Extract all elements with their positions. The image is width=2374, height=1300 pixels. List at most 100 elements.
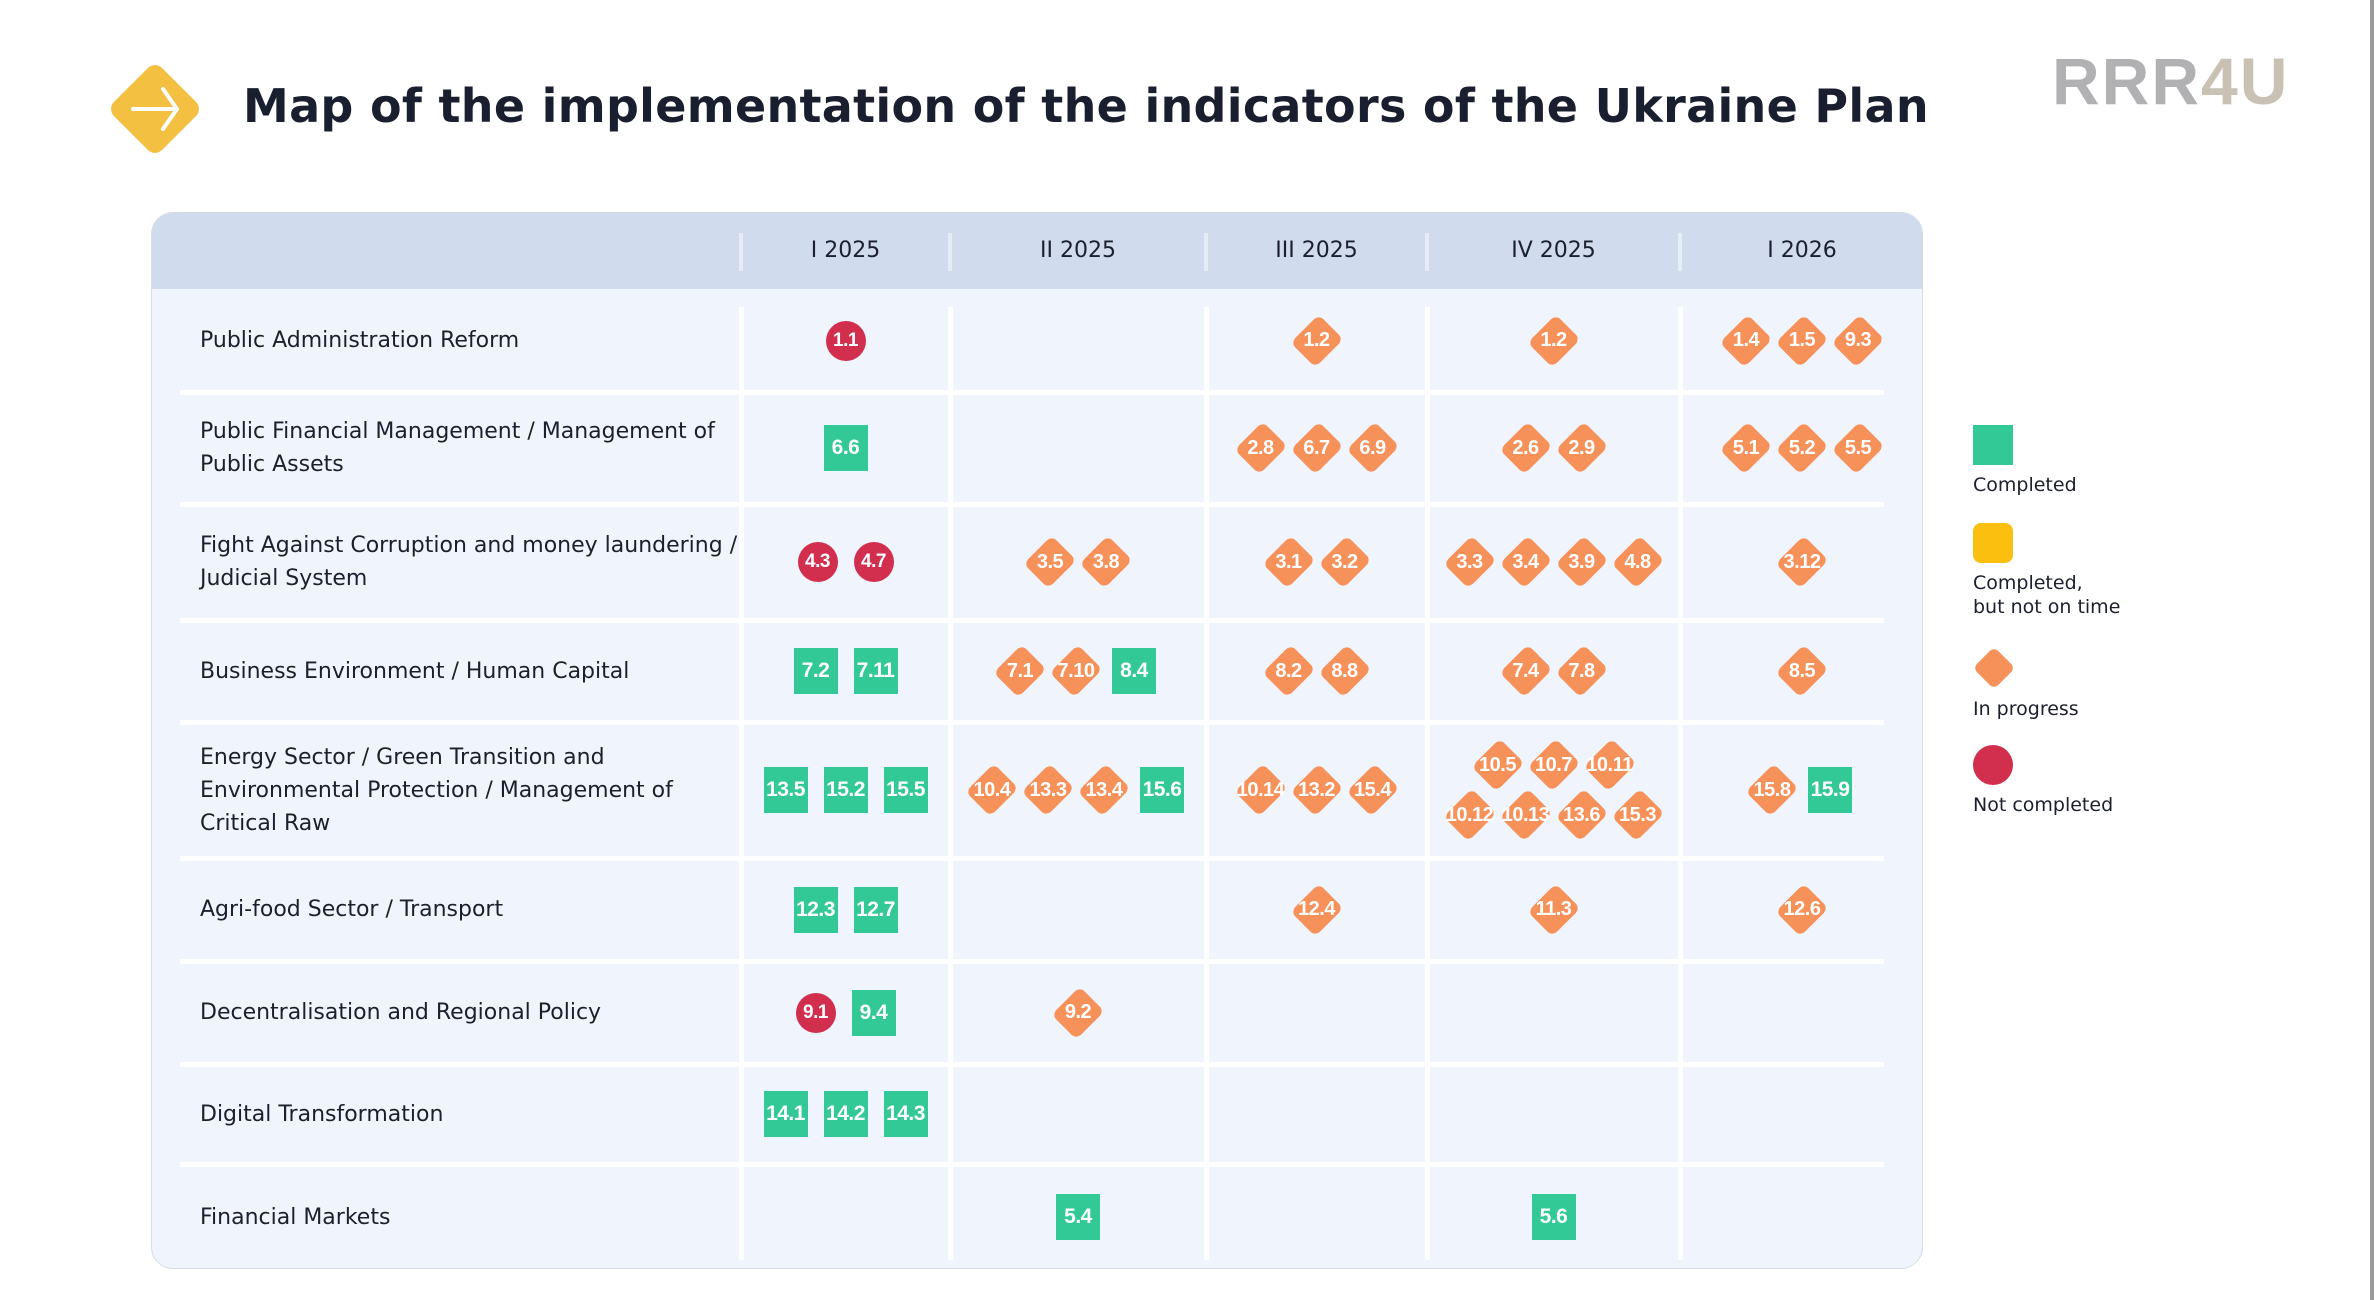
row-label: Financial Markets [200, 1164, 740, 1268]
row-label: Energy Sector / Green Transition and Env… [200, 722, 740, 858]
indicator-marker-completed[interactable]: 15.6 [1140, 767, 1184, 813]
indicator-marker-inprogress[interactable]: 3.3 [1443, 535, 1497, 589]
cell-marker-row: 9.2 [1050, 986, 1106, 1040]
table-cell: 13.5 15.2 15.5 [741, 722, 950, 858]
indicator-id: 3.2 [1331, 550, 1358, 573]
indicator-marker-inprogress[interactable]: 3.9 [1555, 535, 1609, 589]
table-cell: 7.1 7.10 8.4 [950, 620, 1206, 722]
indicator-marker-inprogress[interactable]: 3.5 [1023, 535, 1077, 589]
row-label-text: Public Administration Reform [200, 328, 520, 353]
indicator-marker-completed[interactable]: 15.9 [1808, 767, 1852, 813]
indicator-marker-completed[interactable]: 8.4 [1112, 648, 1156, 694]
row-label: Public Administration Reform [200, 289, 740, 392]
indicator-marker-inprogress[interactable]: 10.13 [1499, 788, 1553, 842]
indicator-marker-inprogress[interactable]: 10.11 [1583, 738, 1637, 792]
indicator-id: 15.8 [1753, 778, 1791, 801]
indicator-id: 3.5 [1036, 550, 1064, 573]
indicator-marker-completed[interactable]: 15.2 [823, 767, 868, 813]
indicator-id: 11.3 [1535, 898, 1572, 920]
indicator-id: 4.8 [1624, 550, 1651, 573]
indicator-marker-notcompleted[interactable]: 4.3 [797, 542, 838, 582]
table-cell: 10.14 13.2 15.4 [1206, 722, 1427, 858]
indicator-marker-completed[interactable]: 12.3 [793, 886, 838, 933]
indicator-marker-inprogress[interactable]: 3.2 [1318, 535, 1372, 589]
indicator-marker-inprogress[interactable]: 10.5 [1471, 738, 1525, 792]
column-header: IV 2025 [1511, 238, 1596, 263]
indicator-id: 6.9 [1359, 436, 1386, 459]
indicator-marker-completed[interactable]: 5.4 [1056, 1194, 1100, 1240]
row-label-text: Decentralisation and Regional Policy [200, 1000, 602, 1025]
indicator-marker-notcompleted[interactable]: 4.7 [853, 542, 894, 582]
indicator-marker-inprogress[interactable]: 8.5 [1775, 644, 1829, 698]
indicator-id: 1.2 [1540, 329, 1567, 351]
indicator-marker-completed[interactable]: 5.6 [1531, 1194, 1576, 1240]
indicator-marker-inprogress[interactable]: 3.8 [1079, 535, 1133, 589]
indicator-marker-inprogress[interactable]: 10.12 [1443, 788, 1497, 842]
indicator-marker-inprogress[interactable]: 7.8 [1555, 644, 1609, 698]
indicator-marker-inprogress[interactable]: 6.9 [1346, 421, 1400, 475]
indicator-marker-completed[interactable]: 7.11 [853, 648, 898, 694]
indicator-marker-inprogress[interactable]: 1.5 [1775, 314, 1829, 368]
indicator-marker-completed[interactable]: 12.7 [853, 886, 898, 933]
header-divider [948, 233, 952, 271]
column-header: I 2026 [1767, 238, 1837, 263]
indicator-marker-inprogress[interactable]: 13.3 [1021, 763, 1075, 817]
indicator-marker-notcompleted[interactable]: 9.1 [795, 992, 836, 1033]
indicator-marker-inprogress[interactable]: 7.10 [1049, 644, 1103, 698]
indicator-marker-inprogress[interactable]: 13.2 [1290, 763, 1344, 817]
indicator-marker-inprogress[interactable]: 5.5 [1831, 421, 1885, 475]
indicator-marker-inprogress[interactable]: 6.7 [1290, 421, 1344, 475]
indicator-marker-inprogress[interactable]: 3.1 [1262, 535, 1316, 589]
indicator-marker-completed[interactable]: 6.6 [823, 425, 868, 471]
grid-line-vertical [1204, 307, 1209, 1260]
indicator-marker-inprogress[interactable]: 4.8 [1611, 535, 1665, 589]
indicator-marker-inprogress[interactable]: 10.7 [1527, 738, 1581, 792]
indicator-marker-inprogress[interactable]: 13.4 [1077, 763, 1131, 817]
indicator-marker-completed[interactable]: 9.4 [851, 989, 896, 1036]
indicator-marker-inprogress[interactable]: 10.4 [965, 763, 1019, 817]
logo-text-4u: 4U [2201, 44, 2290, 118]
indicator-marker-inprogress[interactable]: 12.6 [1775, 883, 1829, 937]
indicator-marker-inprogress[interactable]: 8.8 [1318, 644, 1372, 698]
indicator-marker-inprogress[interactable]: 2.9 [1555, 421, 1609, 475]
row-label-text: Energy Sector / Green Transition and Env… [200, 744, 673, 836]
indicator-marker-inprogress[interactable]: 2.6 [1499, 421, 1553, 475]
indicator-marker-inprogress[interactable]: 12.4 [1290, 883, 1344, 937]
indicator-marker-inprogress[interactable]: 1.4 [1719, 314, 1773, 368]
table-cell: 3.5 3.8 [950, 504, 1206, 620]
indicator-marker-inprogress[interactable]: 15.8 [1745, 763, 1799, 817]
indicator-id: 3.1 [1275, 550, 1302, 573]
indicator-id: 12.6 [1783, 898, 1821, 920]
indicator-marker-inprogress[interactable]: 1.2 [1527, 314, 1581, 368]
indicator-marker-completed[interactable]: 7.2 [793, 648, 838, 694]
indicator-marker-inprogress[interactable]: 15.3 [1611, 788, 1665, 842]
indicator-marker-inprogress[interactable]: 1.2 [1290, 314, 1344, 368]
indicator-marker-inprogress[interactable]: 11.3 [1527, 883, 1581, 937]
indicator-marker-inprogress[interactable]: 7.4 [1499, 644, 1553, 698]
indicator-marker-inprogress[interactable]: 3.4 [1499, 535, 1553, 589]
indicator-marker-inprogress[interactable]: 9.3 [1831, 314, 1885, 368]
indicator-marker-inprogress[interactable]: 10.14 [1234, 763, 1288, 817]
indicator-marker-inprogress[interactable]: 8.2 [1262, 644, 1316, 698]
indicator-marker-notcompleted[interactable]: 1.1 [825, 320, 866, 361]
indicator-id: 10.12 [1445, 803, 1494, 826]
indicator-marker-completed[interactable]: 14.2 [823, 1091, 868, 1137]
indicator-marker-inprogress[interactable]: 3.12 [1775, 535, 1829, 589]
indicator-marker-inprogress[interactable]: 5.1 [1719, 421, 1773, 475]
indicator-marker-inprogress[interactable]: 9.2 [1051, 986, 1105, 1040]
indicator-marker-inprogress[interactable]: 5.2 [1775, 421, 1829, 475]
indicator-marker-completed[interactable]: 14.3 [883, 1091, 928, 1137]
indicator-marker-inprogress[interactable]: 2.8 [1234, 421, 1288, 475]
cell-marker-row: 12.4 [1289, 883, 1345, 937]
indicator-marker-completed[interactable]: 14.1 [763, 1091, 808, 1137]
indicator-id: 13.2 [1298, 778, 1335, 801]
indicator-marker-completed[interactable]: 13.5 [763, 767, 808, 813]
indicator-marker-inprogress[interactable]: 13.6 [1555, 788, 1609, 842]
indicator-marker-completed[interactable]: 15.5 [883, 767, 928, 813]
cell-marker-row: 5.4 [1048, 1194, 1108, 1240]
table-cell: 1.2 [1427, 289, 1680, 392]
table-cell [1680, 1064, 1922, 1164]
table-cell: 12.3 12.7 [741, 858, 950, 961]
indicator-marker-inprogress[interactable]: 15.4 [1346, 763, 1400, 817]
indicator-marker-inprogress[interactable]: 7.1 [993, 644, 1047, 698]
